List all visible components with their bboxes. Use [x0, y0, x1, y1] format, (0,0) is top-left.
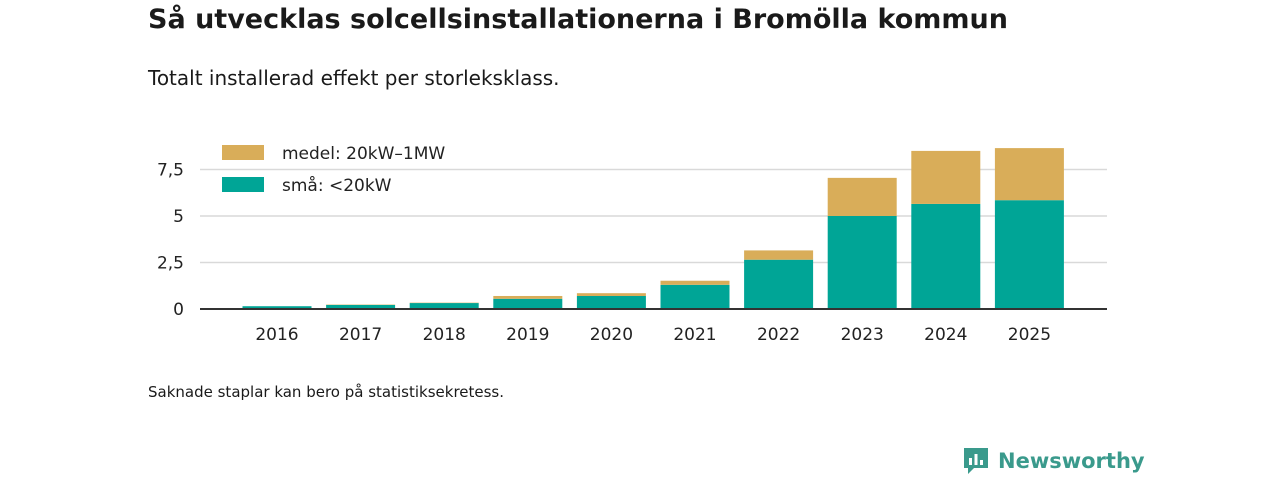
x-tick-label: 2017	[339, 325, 382, 345]
x-tick-label: 2022	[757, 325, 800, 345]
x-tick-label: 2021	[673, 325, 716, 345]
x-tick-label: 2018	[423, 325, 466, 345]
y-axis-ticks: 0 2,5 5 7,5	[157, 161, 184, 321]
legend-swatch-medel	[222, 145, 264, 160]
footnote: Saknade staplar kan bero på statistiksek…	[148, 383, 505, 401]
bar-sma-2023	[827, 216, 897, 309]
bar-sma-2016	[242, 306, 312, 309]
legend: medel: 20kW–1MW små: <20kW	[222, 144, 445, 196]
bar-medel-2021	[660, 280, 730, 285]
x-tick-label: 2023	[841, 325, 884, 345]
y-tick-label: 5	[173, 207, 184, 227]
x-tick-label: 2019	[506, 325, 549, 345]
x-axis-ticks: 2016 2017 2018 2019 2020 2021 2022 2023 2024 2025	[255, 325, 1051, 345]
bar-medel-2023	[827, 177, 897, 216]
brand-name: Newsworthy	[998, 449, 1145, 473]
y-tick-label: 7,5	[157, 161, 184, 181]
bar-medel-2022	[744, 250, 814, 260]
stacked-bar-chart: 0 2,5 5 7,5 2016 2017 2018 2019 2020 2021 2022 202…	[157, 144, 1107, 345]
legend-label-medel: medel: 20kW–1MW	[282, 144, 445, 164]
brand-logo: Newsworthy	[962, 446, 1145, 476]
bar-sma-2022	[744, 259, 814, 309]
bar-sma-2025	[994, 200, 1064, 309]
bar-medel-2024	[911, 150, 981, 204]
bar-sma-2018	[409, 303, 479, 309]
x-tick-label: 2016	[255, 325, 298, 345]
x-tick-label: 2025	[1008, 325, 1051, 345]
chart-subtitle: Totalt installerad effekt per storlekskl…	[148, 66, 560, 90]
y-tick-label: 0	[173, 300, 184, 320]
chart-title: Så utvecklas solcellsinstallationerna i …	[148, 4, 1008, 35]
y-tick-label: 2,5	[157, 254, 184, 274]
bars	[242, 148, 1064, 309]
bar-medel-2019	[493, 295, 563, 299]
bar-sma-2020	[576, 295, 646, 309]
legend-swatch-sma	[222, 177, 264, 192]
bar-medel-2020	[576, 293, 646, 296]
bar-sma-2017	[326, 304, 396, 309]
bar-sma-2021	[660, 284, 730, 309]
legend-label-sma: små: <20kW	[282, 175, 392, 196]
bar-medel-2025	[994, 148, 1064, 201]
x-tick-label: 2024	[924, 325, 967, 345]
x-tick-label: 2020	[590, 325, 633, 345]
bar-sma-2024	[911, 203, 981, 309]
newsworthy-logo-icon	[964, 448, 988, 474]
bar-sma-2019	[493, 298, 563, 309]
